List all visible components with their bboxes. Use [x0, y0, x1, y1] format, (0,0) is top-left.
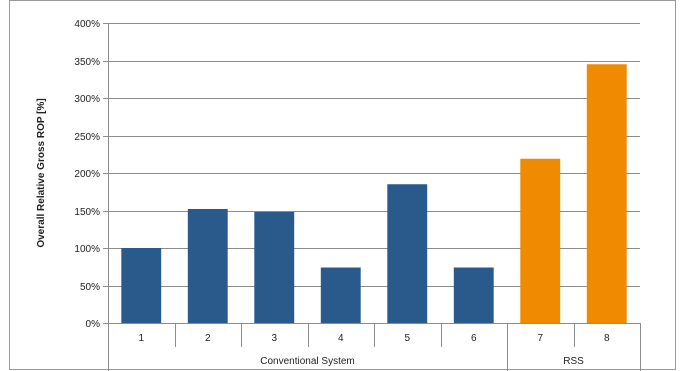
bar-4: [320, 267, 361, 323]
y-tick-label: 250%: [74, 132, 100, 143]
bar-7: [520, 158, 561, 323]
y-tick-label: 200%: [74, 169, 100, 180]
bar-6: [453, 267, 494, 323]
chart-border: [9, 0, 676, 370]
bar-5: [387, 184, 428, 323]
x-group-label: RSS: [563, 356, 584, 367]
x-tick-label: 4: [338, 333, 344, 344]
x-tick-label: 2: [205, 333, 211, 344]
x-tick-label: 1: [138, 333, 144, 344]
x-axis: 1 2 3 4 5 6 7 8 Conventional System RSS: [108, 323, 641, 371]
y-tick-label: 300%: [74, 94, 100, 105]
y-tick-labels: 0% 50% 100% 150% 200% 250% 300% 350% 400%: [74, 19, 100, 330]
y-axis-title: Overall Relative Gross ROP [%]: [36, 98, 47, 247]
y-tick-label: 350%: [74, 57, 100, 68]
x-tick-label: 5: [404, 333, 410, 344]
y-tick-label: 400%: [74, 19, 100, 30]
bar-3: [254, 212, 295, 323]
x-tick-label: 3: [271, 333, 277, 344]
x-tick-label: 8: [604, 333, 610, 344]
x-tick-label: 7: [537, 333, 543, 344]
y-tick-label: 0%: [86, 319, 101, 330]
bar-2: [187, 209, 228, 323]
y-tick-label: 50%: [80, 282, 100, 293]
x-group-label: Conventional System: [260, 356, 355, 367]
x-tick-label: 6: [471, 333, 477, 344]
bar-8: [586, 64, 627, 323]
bars: [121, 64, 627, 323]
bar-1: [121, 248, 162, 323]
y-tick-label: 100%: [74, 244, 100, 255]
y-tick-label: 150%: [74, 207, 100, 218]
